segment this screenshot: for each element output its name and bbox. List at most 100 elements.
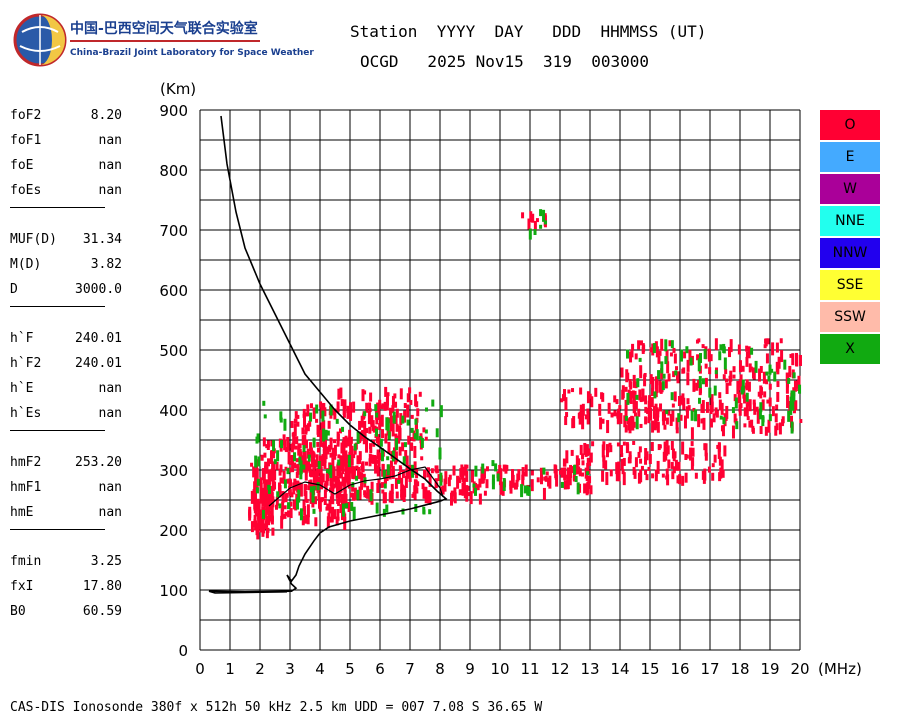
data-point-o [692, 407, 696, 412]
data-point-o [766, 338, 770, 345]
data-point-o [647, 466, 651, 471]
param-label: foF1 [10, 133, 42, 148]
data-point-o [711, 463, 715, 468]
data-point-o [580, 410, 584, 419]
data-point-o [304, 424, 308, 433]
data-point-o [391, 405, 395, 414]
data-point-o [373, 455, 377, 460]
data-point-o [370, 420, 374, 425]
data-point-o [542, 487, 546, 500]
data-point-o [266, 506, 270, 514]
legend-item-x: X [820, 334, 880, 364]
data-point-o [367, 411, 371, 425]
data-point-o [753, 408, 757, 415]
data-point-x [341, 503, 345, 517]
data-point-o [499, 481, 503, 495]
data-point-o [609, 469, 613, 477]
data-point-o [314, 479, 318, 491]
data-point-x [353, 443, 357, 451]
data-point-o [683, 351, 687, 359]
data-point-o [273, 470, 277, 481]
data-point-o [747, 346, 751, 359]
data-point-o [651, 388, 655, 397]
data-point-o [640, 465, 644, 470]
data-point-x [474, 465, 478, 477]
data-point-o [702, 417, 706, 430]
data-point-x [636, 378, 640, 388]
data-point-x [638, 357, 642, 362]
data-point-o [655, 376, 659, 386]
y-tick-label: 800 [159, 162, 188, 180]
data-point-o [576, 467, 580, 475]
data-point-o [267, 517, 271, 523]
electron-density-profile [208, 115, 448, 594]
data-point-o [309, 447, 313, 458]
data-point-o [342, 447, 346, 456]
data-point-o [671, 410, 675, 422]
data-point-o [511, 481, 515, 487]
data-point-x [783, 359, 787, 370]
data-point-o [670, 440, 674, 450]
data-point-o [253, 505, 257, 514]
data-point-o [757, 391, 761, 397]
data-point-o [586, 391, 590, 404]
data-point-o [476, 484, 480, 491]
data-point-o [336, 516, 340, 521]
data-point-o [343, 485, 347, 498]
data-point-o [461, 482, 465, 496]
data-point-x [395, 438, 399, 451]
param-row: D 3000.0 [10, 282, 130, 298]
data-point-o [661, 473, 665, 478]
data-point-o [261, 523, 265, 537]
data-point-o [399, 413, 403, 426]
data-point-o [651, 343, 655, 356]
data-point-o [462, 469, 466, 474]
data-point-o [608, 442, 612, 447]
data-point-o [656, 411, 660, 418]
data-point-o [738, 360, 742, 373]
data-point-o [316, 447, 320, 453]
data-point-o [327, 420, 331, 429]
data-point-x [381, 448, 385, 462]
data-point-o [732, 366, 736, 373]
data-point-o [703, 468, 707, 481]
param-separator [10, 430, 105, 431]
data-point-o [257, 517, 261, 530]
data-point-o [389, 460, 393, 468]
data-point-x [527, 486, 531, 496]
data-point-o [530, 470, 534, 476]
data-point-x [670, 392, 674, 401]
data-point-o [567, 476, 571, 484]
data-point-o [383, 401, 387, 411]
data-point-o [634, 401, 638, 410]
data-point-x [403, 442, 407, 448]
data-point-o [616, 442, 620, 447]
data-point-o [654, 469, 658, 477]
data-point-o [643, 374, 647, 387]
y-tick-label: 500 [159, 342, 188, 360]
data-point-o [331, 457, 335, 470]
data-point-o [737, 344, 741, 355]
data-point-o [300, 455, 304, 466]
data-point-o [668, 340, 672, 347]
data-point-o [370, 454, 374, 460]
data-point-o [307, 485, 311, 491]
data-point-o [514, 483, 518, 490]
data-point-o [413, 479, 417, 490]
data-point-o [323, 439, 327, 452]
data-point-o [282, 470, 286, 484]
data-point-o [335, 479, 339, 488]
data-point-o [343, 481, 347, 489]
data-point-o [327, 512, 331, 519]
data-point-o [665, 417, 669, 425]
data-point-o [282, 434, 286, 446]
data-point-o [312, 475, 316, 488]
data-point-o [686, 359, 690, 372]
data-point-o [389, 415, 393, 423]
data-point-o [437, 474, 441, 482]
data-point-o [584, 414, 588, 420]
data-point-o [250, 462, 254, 467]
data-point-o [659, 403, 663, 412]
data-point-o [750, 419, 754, 428]
data-point-o [339, 387, 343, 399]
